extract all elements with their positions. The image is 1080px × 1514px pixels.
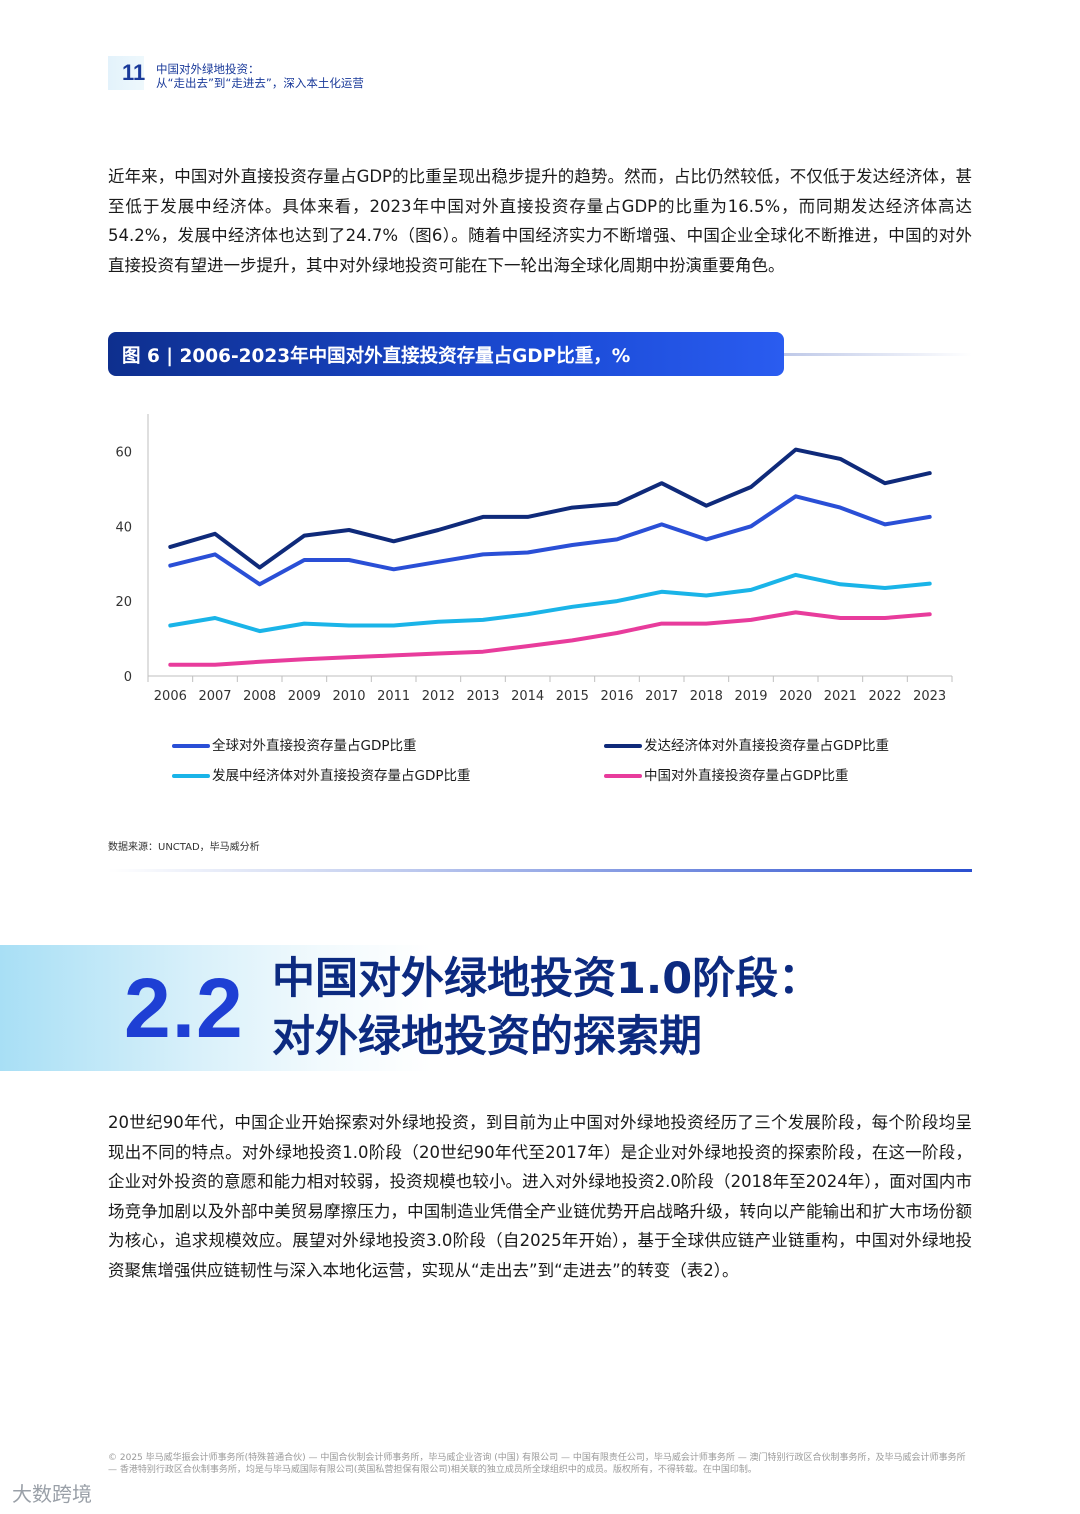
legend-label-developed: 发达经济体对外直接投资存量占GDP比重 [644,738,889,754]
figure-title-rule [784,353,972,356]
section-band [0,945,1080,1071]
x-tick-label: 2011 [377,689,410,704]
legend-label-china: 中国对外直接投资存量占GDP比重 [644,768,849,784]
figure-title-bar: 图 6 | 2006-2023年中国对外直接投资存量占GDP比重，% [108,332,784,376]
x-tick-label: 2016 [600,689,633,704]
x-tick-label: 2006 [154,689,187,704]
x-tick-label: 2022 [868,689,901,704]
x-tick-label: 2020 [779,689,812,704]
legend-swatch-global [172,744,210,748]
data-source: 数据来源：UNCTAD，毕马威分析 [108,842,260,853]
legend-swatch-developing [172,774,210,778]
figure-title: 图 6 | 2006-2023年中国对外直接投资存量占GDP比重，% [122,346,631,367]
x-tick-label: 2021 [824,689,857,704]
x-tick-label: 2018 [690,689,723,704]
watermark-logo: 大数跨境 [12,1482,92,1506]
x-tick-label: 2013 [466,689,499,704]
legend-label-developing: 发展中经济体对外直接投资存量占GDP比重 [212,768,471,784]
series-line-developing [168,572,932,634]
x-tick-label: 2008 [243,689,276,704]
series-line-developed [168,447,932,570]
x-tick-label: 2014 [511,689,544,704]
x-tick-label: 2019 [734,689,767,704]
line-chart: 0 20 40 60 2006 2007 2008 2009 2010 2011 2012 2013 2… [115,414,953,704]
section-paragraph: 20世纪90年代，中国企业开始探索对外绿地投资，到目前为止中国对外绿地投资经历了… [108,1113,972,1280]
legend-swatch-developed [604,744,642,748]
intro-paragraph: 近年来，中国对外直接投资存量占GDP的比重呈现出稳步提升的趋势。然而，占比仍然较… [108,167,972,275]
legend-swatch-china [604,774,642,778]
section-number: 2.2 [124,961,244,1055]
y-tick-label: 40 [115,520,132,535]
x-tick-label: 2012 [422,689,455,704]
x-tick-label: 2007 [198,689,231,704]
figure-bottom-rule [108,869,972,872]
page-number: 11 [122,60,146,85]
section-title-line1: 中国对外绿地投资1.0阶段： [272,954,822,1004]
copyright-footer: © 2025 毕马威华振会计师事务所(特殊普通合伙) — 中国合伙制会计师事务所… [108,1453,966,1475]
y-tick-label: 20 [115,595,132,610]
y-tick-label: 0 [124,670,132,685]
x-tick-label: 2009 [288,689,321,704]
report-title-line1: 中国对外绿地投资： [156,62,260,76]
report-title-line2: 从“走出去”到“走进去”，深入本土化运营 [156,76,364,90]
series-line-china [168,610,932,667]
chart-legend: 全球对外直接投资存量占GDP比重 发达经济体对外直接投资存量占GDP比重 发展中… [108,732,972,792]
x-tick-label: 2023 [913,689,946,704]
section-title: 中国对外绿地投资1.0阶段： 对外绿地投资的探索期 [272,950,821,1066]
section-title-line2: 对外绿地投资的探索期 [272,1012,702,1062]
series-line-global [168,494,932,587]
x-tick-label: 2010 [332,689,365,704]
x-tick-label: 2017 [645,689,678,704]
legend-label-global: 全球对外直接投资存量占GDP比重 [212,738,417,754]
page-number-box: 11 [108,56,146,90]
x-tick-label: 2015 [556,689,589,704]
y-tick-label: 60 [115,445,132,460]
report-title: 中国对外绿地投资： 从“走出去”到“走进去”，深入本土化运营 [156,62,364,90]
